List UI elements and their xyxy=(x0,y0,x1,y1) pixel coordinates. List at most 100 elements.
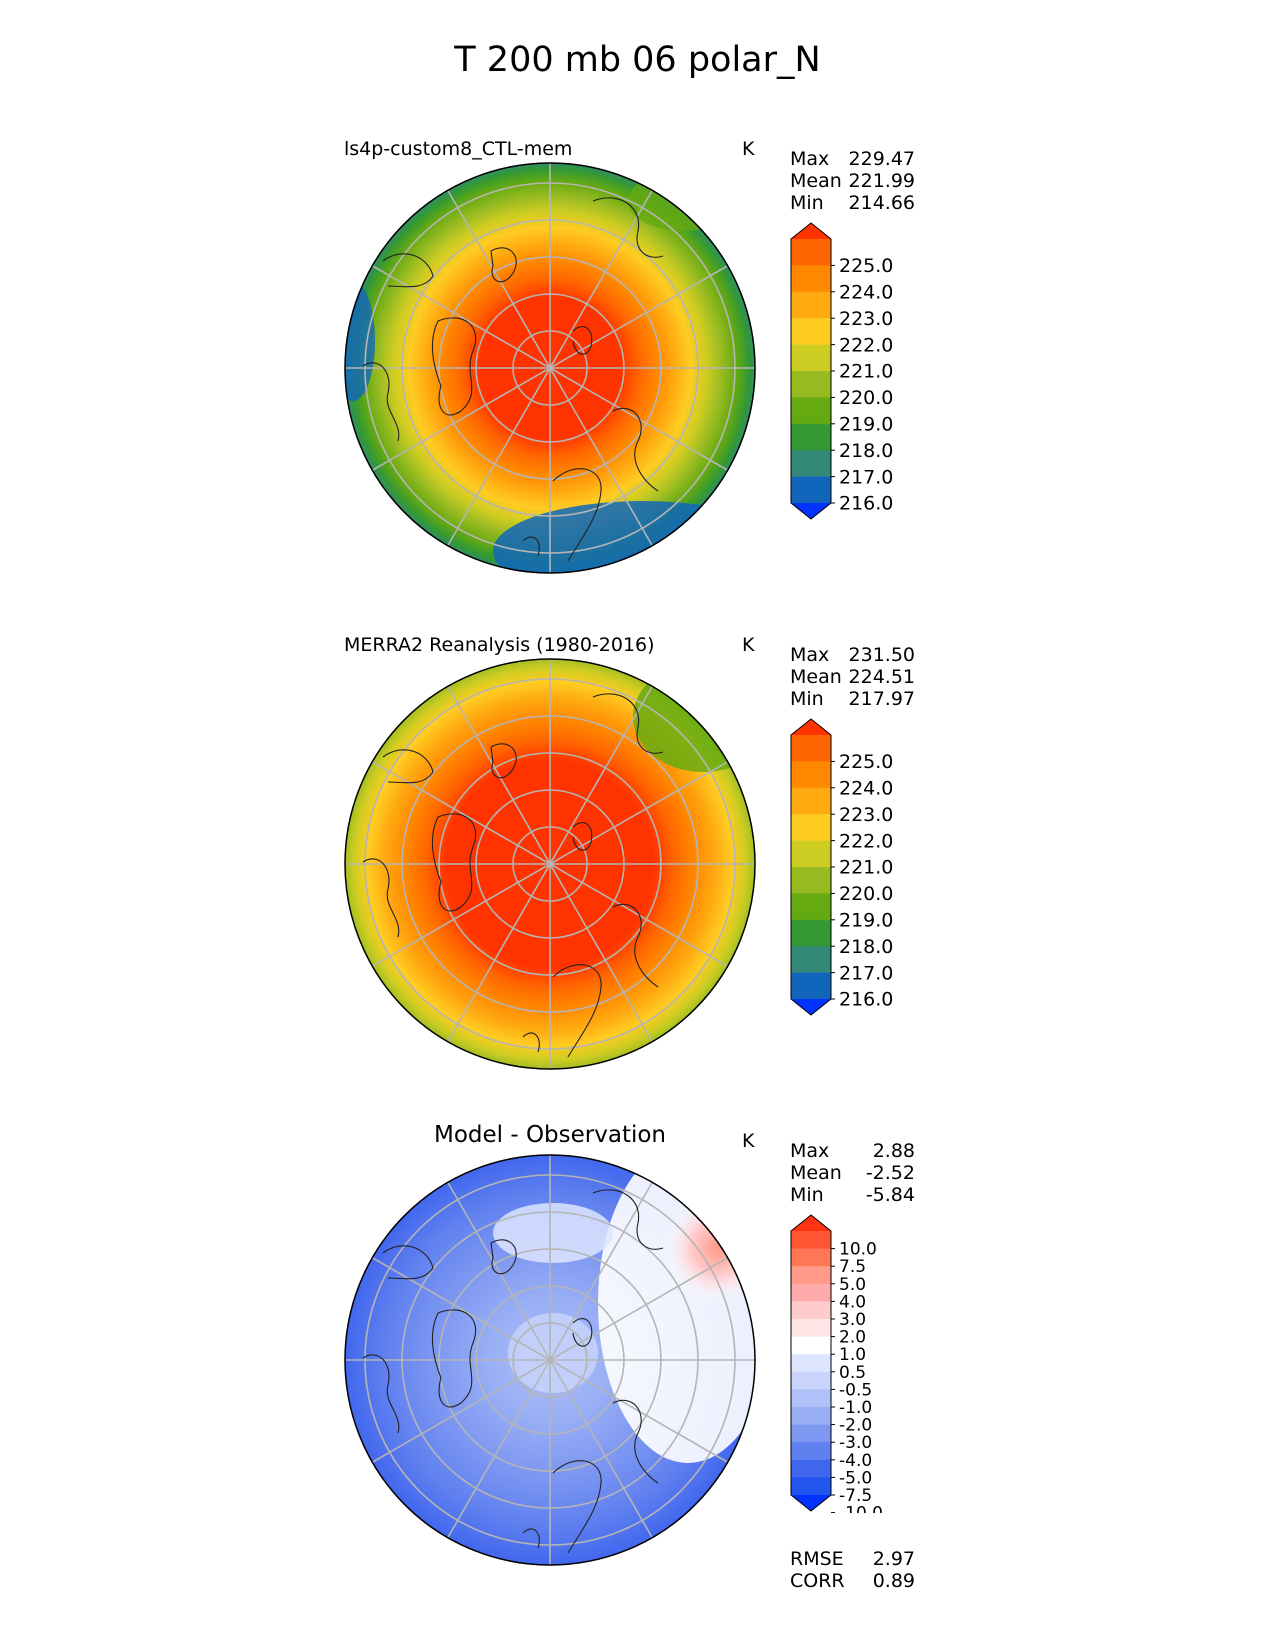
colorbar: 225.0 224.0 223.0 222.0 221.0 220.0 219.0 218.0… xyxy=(790,222,893,521)
stat-value: 224.51 xyxy=(848,666,915,688)
colorbar-tick-label: 0.5 xyxy=(839,1363,866,1383)
colorbar-segment xyxy=(791,972,831,1000)
cool-region xyxy=(628,171,738,231)
colorbar-tick-label: 2.0 xyxy=(839,1328,866,1348)
units-label: K xyxy=(742,138,755,160)
near-zero-region xyxy=(493,1203,613,1263)
coastlines xyxy=(362,197,664,562)
map-boundary xyxy=(344,658,756,1070)
stat-min-row: Min 217.97 xyxy=(790,688,915,710)
colorbar-tick-label: 221.0 xyxy=(839,857,893,879)
stat-label: Max xyxy=(790,644,830,666)
colorbar-tick-label: 222.0 xyxy=(839,334,893,356)
colorbar-segment xyxy=(791,1354,831,1373)
colorbar-tick-label: 221.0 xyxy=(839,361,893,383)
colorbar-segment xyxy=(791,344,831,372)
colorbar-segment xyxy=(791,735,831,762)
colorbar-tick-label: -1.0 xyxy=(839,1398,872,1418)
stat-label: Min xyxy=(790,192,824,214)
colorbar-tick-label: -3.0 xyxy=(839,1433,872,1453)
panel-model: ls4p-custom8_CTL-mem K Max 229.47 Mean 221… xyxy=(0,133,1275,603)
stat-value: 214.66 xyxy=(848,192,915,214)
colorbar-tick-label: 7.5 xyxy=(839,1257,866,1277)
colorbar-tick-label: 216.0 xyxy=(839,989,893,1011)
panel-difference: Model - Observation K Max 2.88 Mean -2.52 … xyxy=(0,1122,1275,1595)
colorbar-tick-label: 217.0 xyxy=(839,466,893,488)
stat-value: 217.97 xyxy=(848,688,915,710)
cold-anomaly-region xyxy=(345,281,375,401)
metric-corr-row: CORR 0.89 xyxy=(790,1570,915,1592)
colorbar: 225.0 224.0 223.0 222.0 221.0 220.0 219.0 218.0… xyxy=(790,718,893,1017)
colorbar-extend-min xyxy=(791,503,831,519)
colorbar-tick-label: 219.0 xyxy=(839,413,893,435)
colorbar-segment xyxy=(791,1407,831,1426)
colorbar-tick-label: -5.0 xyxy=(839,1468,872,1488)
colorbar-tick-label: 220.0 xyxy=(839,883,893,905)
colorbar-segment xyxy=(791,397,831,425)
polar-map-difference xyxy=(344,1154,756,1566)
colorbar-tick-label: 215.0 xyxy=(839,519,893,521)
stat-mean-row: Mean 221.99 xyxy=(790,170,915,192)
stat-label: Max xyxy=(790,148,830,170)
colorbar-segment xyxy=(791,1231,831,1250)
map-boundary xyxy=(344,162,756,574)
colorbar-segment xyxy=(791,1459,831,1478)
colorbar-segment xyxy=(791,1389,831,1408)
colorbar-tick-label: 222.0 xyxy=(839,830,893,852)
stat-min-row: Min -5.84 xyxy=(790,1184,915,1206)
colorbar-tick-label: 218.0 xyxy=(839,936,893,958)
colorbar-segment xyxy=(791,239,831,266)
colorbar-segment xyxy=(791,1424,831,1443)
pole-region xyxy=(508,1313,598,1393)
graticule xyxy=(345,1155,755,1565)
colorbar-segment xyxy=(791,1442,831,1461)
colorbar-segment xyxy=(791,1248,831,1267)
colorbar-tick-label: 5.0 xyxy=(839,1275,866,1295)
colorbar-tick-label: 225.0 xyxy=(839,255,893,277)
colorbar-segment xyxy=(791,265,831,293)
metrics-box: RMSE 2.97 CORR 0.89 xyxy=(790,1548,915,1592)
colorbar-segment xyxy=(791,946,831,974)
polar-map-model xyxy=(344,162,756,574)
metric-label: RMSE xyxy=(790,1548,844,1570)
units-label: K xyxy=(742,634,755,656)
colorbar-tick-label: 219.0 xyxy=(839,909,893,931)
colorbar-tick-label: -4.0 xyxy=(839,1451,872,1471)
colorbar-segment xyxy=(791,1266,831,1285)
stats-box: Max 2.88 Mean -2.52 Min -5.84 xyxy=(790,1140,915,1206)
panel-title: ls4p-custom8_CTL-mem xyxy=(344,138,573,160)
colorbar-segment xyxy=(791,787,831,815)
colorbar-segment xyxy=(791,919,831,947)
panel-observation: MERRA2 Reanalysis (1980-2016) K Max 231.5… xyxy=(0,629,1275,1099)
colorbar-segment xyxy=(791,318,831,346)
colorbar-segment xyxy=(791,371,831,398)
stat-value: 2.88 xyxy=(872,1140,915,1162)
stat-max-row: Max 231.50 xyxy=(790,644,915,666)
colorbar-tick-label: 1.0 xyxy=(839,1345,866,1365)
colorbar-segment xyxy=(791,814,831,842)
colorbar-extend-min xyxy=(791,999,831,1015)
metric-value: 2.97 xyxy=(872,1548,915,1570)
colorbar-tick-label: 215.0 xyxy=(839,1015,893,1017)
colorbar-tick-label: 218.0 xyxy=(839,440,893,462)
colorbar-segment xyxy=(791,423,831,451)
coastlines xyxy=(362,1189,664,1554)
colorbar-segment xyxy=(791,476,831,504)
stat-label: Min xyxy=(790,1184,824,1206)
colorbar-segment xyxy=(791,1477,831,1496)
colorbar-tick-label: -10.0 xyxy=(839,1504,883,1513)
colorbar-tick-label: 4.0 xyxy=(839,1292,866,1312)
graticule xyxy=(345,659,755,1069)
colorbar-extend-max xyxy=(791,1215,831,1231)
stat-min-row: Min 214.66 xyxy=(790,192,915,214)
stat-max-row: Max 229.47 xyxy=(790,148,915,170)
colorbar-tick-label: -7.5 xyxy=(839,1486,872,1506)
colorbar-extend-max xyxy=(791,223,831,239)
colorbar-tick-label: 224.0 xyxy=(839,777,893,799)
units-label: K xyxy=(742,1130,755,1152)
stat-value: 229.47 xyxy=(848,148,915,170)
colorbar-tick-label: -0.5 xyxy=(839,1380,872,1400)
stat-label: Max xyxy=(790,1140,830,1162)
polar-map-observation xyxy=(344,658,756,1070)
graticule xyxy=(345,163,755,573)
